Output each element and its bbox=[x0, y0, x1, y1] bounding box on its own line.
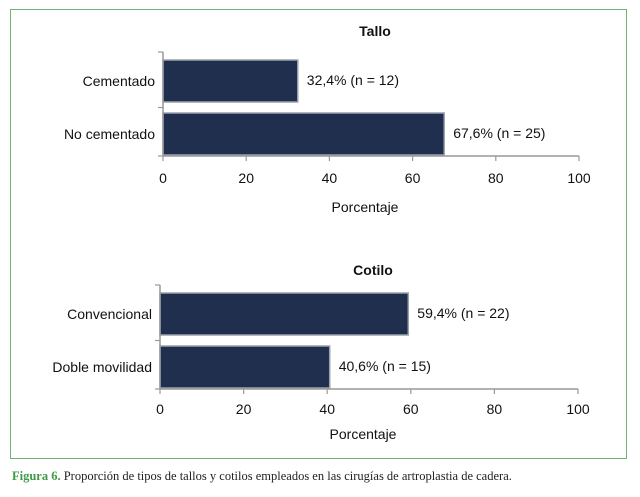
chart2-x-axis-label: Porcentaje bbox=[330, 426, 397, 442]
chart2-category-label-1: Convencional bbox=[67, 306, 152, 322]
chart2-bar-1 bbox=[159, 292, 410, 336]
chart1-x-tick-label-6: 100 bbox=[567, 170, 591, 186]
chart1-title: Tallo bbox=[359, 23, 391, 39]
figure-caption: Figura 6. Proporción de tipos de tallos … bbox=[12, 469, 632, 484]
chart2-x-tick-label-6: 100 bbox=[566, 401, 590, 417]
chart1-x-tick-label-3: 40 bbox=[322, 170, 338, 186]
chart1-bar-2 bbox=[162, 112, 445, 156]
chart2-title: Cotilo bbox=[353, 262, 393, 278]
chart1-data-label-2: 67,6% (n = 25) bbox=[453, 125, 545, 141]
chart1-x-tick-label-5: 80 bbox=[488, 170, 504, 186]
chart1-category-label-1: Cementado bbox=[83, 73, 156, 89]
chart2-category-label-2: Doble movilidad bbox=[52, 359, 152, 375]
chart2-data-label-2: 40,6% (n = 15) bbox=[339, 358, 431, 374]
chart2-x-tick-label-4: 60 bbox=[403, 401, 419, 417]
chart2-data-label-1: 59,4% (n = 22) bbox=[417, 305, 509, 321]
chart1-x-tick-label-2: 20 bbox=[238, 170, 254, 186]
chart2-x-tick-label-2: 20 bbox=[236, 401, 252, 417]
chart1-x-tick-label-1: 0 bbox=[159, 170, 167, 186]
chart2-x-tick-label-5: 80 bbox=[487, 401, 503, 417]
chart1-bar-1 bbox=[162, 59, 299, 103]
caption-text: Proporción de tipos de tallos y cotilos … bbox=[63, 469, 512, 483]
caption-label: Figura 6. bbox=[12, 469, 61, 483]
chart2-x-tick-label-3: 40 bbox=[319, 401, 335, 417]
chart1-data-label-1: 32,4% (n = 12) bbox=[307, 72, 399, 88]
chart1-category-label-2: No cementado bbox=[64, 126, 155, 142]
chart1-x-tick-label-4: 60 bbox=[405, 170, 421, 186]
chart2-bar-2 bbox=[159, 345, 331, 389]
chart2-x-tick-label-1: 0 bbox=[156, 401, 164, 417]
chart1-x-axis-label: Porcentaje bbox=[332, 199, 399, 215]
